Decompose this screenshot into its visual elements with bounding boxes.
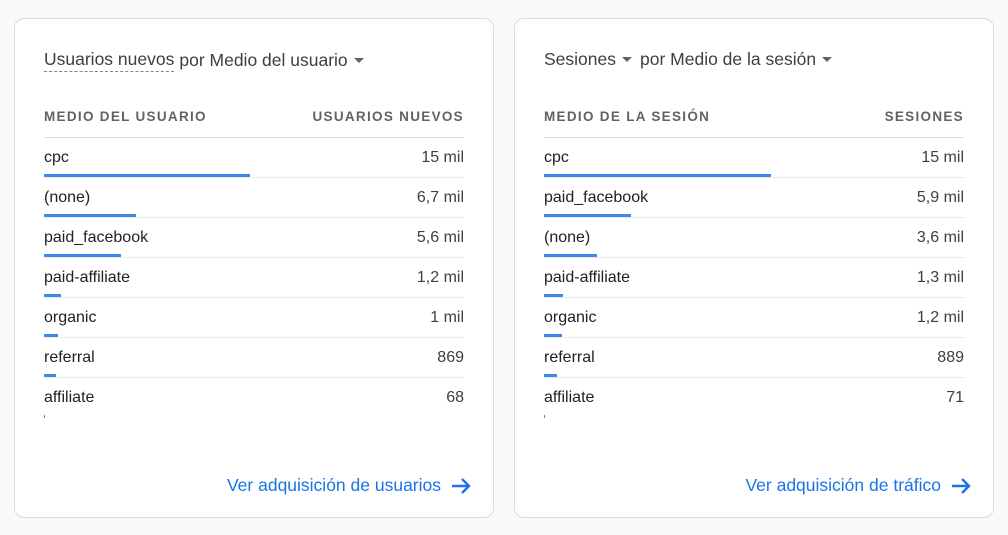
row-value: 15 mil: [421, 149, 464, 166]
share-bar: [44, 174, 250, 177]
dimension-selector[interactable]: por Medio del usuario: [179, 50, 348, 70]
new-users-by-medium-card: Usuarios nuevos por Medio del usuario ME…: [14, 18, 494, 518]
view-user-acquisition-link[interactable]: Ver adquisición de usuarios: [227, 475, 471, 496]
table-row[interactable]: cpc 15 mil: [44, 138, 464, 178]
share-bar: [44, 254, 122, 257]
table-row[interactable]: cpc 15 mil: [544, 138, 964, 178]
view-traffic-acquisition-link[interactable]: Ver adquisición de tráfico: [745, 475, 971, 496]
link-label: Ver adquisición de tráfico: [745, 475, 941, 495]
row-label: cpc: [44, 149, 69, 166]
row-value: 889: [937, 349, 964, 366]
table-row[interactable]: organic 1 mil: [44, 298, 464, 338]
table-row[interactable]: affiliate 71: [544, 378, 964, 418]
row-label: referral: [44, 349, 95, 366]
table-body: cpc 15 mil paid_facebook 5,9 mil (none) 3,6 m…: [544, 138, 964, 418]
row-label: cpc: [544, 149, 569, 166]
share-bar: [44, 334, 58, 337]
caret-down-icon[interactable]: [822, 57, 833, 62]
row-value: 1,2 mil: [416, 269, 464, 286]
table-row[interactable]: (none) 6,7 mil: [44, 178, 464, 218]
row-label: organic: [44, 309, 97, 326]
share-bar: [44, 415, 45, 418]
arrow-right-icon: [452, 477, 471, 494]
row-label: organic: [544, 309, 597, 326]
divider: [544, 137, 964, 138]
dimension-selector[interactable]: por Medio de la sesión: [640, 49, 817, 69]
row-value: 1,3 mil: [916, 269, 964, 286]
metric-selector[interactable]: Usuarios nuevos: [44, 49, 175, 72]
share-bar: [544, 294, 564, 297]
table-row[interactable]: referral 869: [44, 338, 464, 378]
row-label: paid_facebook: [44, 229, 149, 246]
share-bar: [544, 374, 558, 377]
row-value: 5,9 mil: [916, 189, 964, 206]
arrow-right-icon: [952, 477, 971, 494]
column-header-dimension: MEDIO DEL USUARIO: [44, 109, 207, 124]
table-row[interactable]: referral 889: [544, 338, 964, 378]
row-value: 15 mil: [921, 149, 964, 166]
column-header-metric: USUARIOS NUEVOS: [312, 109, 464, 124]
table-row[interactable]: organic 1,2 mil: [544, 298, 964, 338]
row-value: 1,2 mil: [916, 309, 964, 326]
share-bar: [44, 374, 57, 377]
row-label: (none): [544, 229, 591, 246]
row-label: paid-affiliate: [44, 269, 130, 286]
card-title: Usuarios nuevos por Medio del usuario: [44, 49, 372, 72]
table-row[interactable]: paid_facebook 5,9 mil: [544, 178, 964, 218]
metric-selector[interactable]: Sesiones: [544, 49, 616, 69]
divider: [44, 137, 464, 138]
row-value: 1 mil: [430, 309, 464, 326]
table-row[interactable]: paid-affiliate 1,3 mil: [544, 258, 964, 298]
share-bar: [44, 294, 61, 297]
table-row[interactable]: affiliate 68: [44, 378, 464, 418]
column-header-metric: SESIONES: [884, 109, 964, 124]
share-bar: [544, 415, 546, 418]
row-value: 6,7 mil: [416, 189, 464, 206]
row-label: affiliate: [544, 389, 595, 406]
share-bar: [544, 214, 631, 217]
row-label: referral: [544, 349, 595, 366]
row-value: 3,6 mil: [916, 229, 964, 246]
caret-down-icon[interactable]: [622, 57, 632, 62]
sessions-by-medium-card: Sesiones por Medio de la sesión MEDIO DE…: [514, 18, 994, 518]
column-header-dimension: MEDIO DE LA SESIÓN: [544, 109, 711, 124]
row-value: 5,6 mil: [416, 229, 464, 246]
row-value: 71: [946, 389, 964, 406]
row-label: (none): [44, 189, 91, 206]
caret-down-icon[interactable]: [353, 58, 364, 63]
share-bar: [544, 254, 598, 257]
share-bar: [44, 214, 137, 217]
table-row[interactable]: (none) 3,6 mil: [544, 218, 964, 258]
row-value: 869: [437, 349, 464, 366]
link-label: Ver adquisición de usuarios: [226, 475, 441, 495]
row-label: paid_facebook: [544, 189, 649, 206]
share-bar: [544, 334, 563, 337]
row-value: 68: [446, 389, 464, 406]
card-title: Sesiones por Medio de la sesión: [544, 49, 840, 70]
table-row[interactable]: paid_facebook 5,6 mil: [44, 218, 464, 258]
table-row[interactable]: paid-affiliate 1,2 mil: [44, 258, 464, 298]
share-bar: [544, 174, 771, 177]
table-body: cpc 15 mil (none) 6,7 mil paid_facebook 5,6 m…: [44, 138, 464, 418]
row-label: affiliate: [44, 389, 95, 406]
row-label: paid-affiliate: [544, 269, 630, 286]
